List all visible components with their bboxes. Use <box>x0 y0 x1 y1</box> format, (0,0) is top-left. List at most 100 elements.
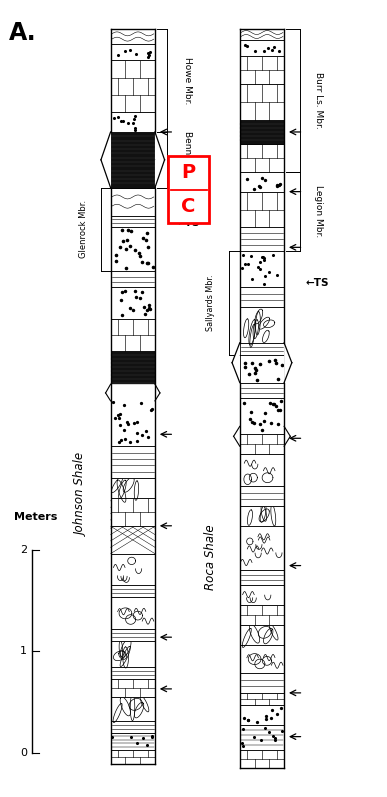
Point <box>145 46 151 59</box>
Point <box>244 172 250 185</box>
Point <box>245 713 251 726</box>
Bar <box>240 486 284 506</box>
Polygon shape <box>101 160 111 187</box>
Point <box>251 417 257 430</box>
Point <box>279 724 285 737</box>
Bar <box>111 732 155 750</box>
Point <box>122 285 128 297</box>
Bar <box>111 187 155 215</box>
Point <box>261 414 267 427</box>
Bar <box>240 645 284 673</box>
Bar <box>111 287 155 319</box>
Text: Johnson Shale: Johnson Shale <box>75 453 88 536</box>
Text: Sallyards Mbr.: Sallyards Mbr. <box>206 275 215 332</box>
Bar <box>240 307 284 343</box>
Point <box>115 48 122 61</box>
Point <box>142 308 148 321</box>
Point <box>263 713 269 725</box>
Point <box>262 721 268 734</box>
Point <box>144 739 151 752</box>
Point <box>242 361 248 374</box>
Text: Legion Mbr.: Legion Mbr. <box>314 186 323 238</box>
Point <box>113 254 119 267</box>
Text: ←TS: ←TS <box>305 278 329 289</box>
Bar <box>240 227 284 251</box>
Text: ←TS: ←TS <box>176 218 200 229</box>
Point <box>273 399 279 412</box>
Point <box>276 404 283 417</box>
Point <box>270 398 276 410</box>
Point <box>118 285 125 298</box>
Point <box>275 403 281 416</box>
Point <box>274 180 280 193</box>
Point <box>120 115 126 128</box>
Bar <box>111 667 155 678</box>
Point <box>259 733 265 746</box>
Point <box>259 172 265 185</box>
Bar <box>111 387 155 398</box>
Point <box>272 731 279 744</box>
Point <box>274 179 281 191</box>
Point <box>132 110 138 123</box>
Point <box>149 730 156 743</box>
Bar <box>240 287 284 307</box>
Point <box>128 731 134 744</box>
Point <box>248 357 255 370</box>
Bar <box>240 626 284 645</box>
Point <box>133 48 139 61</box>
Bar <box>111 720 155 732</box>
Point <box>116 418 123 431</box>
Point <box>272 354 278 367</box>
Point <box>266 354 272 367</box>
Point <box>274 708 280 720</box>
Point <box>275 418 281 430</box>
Polygon shape <box>234 426 240 446</box>
Point <box>144 424 150 437</box>
Point <box>138 397 144 410</box>
Point <box>144 51 151 64</box>
Point <box>265 41 271 54</box>
Point <box>274 373 281 386</box>
Point <box>257 181 263 194</box>
Point <box>262 269 268 282</box>
Bar <box>111 29 155 45</box>
Bar <box>240 383 284 398</box>
Point <box>247 413 253 426</box>
Point <box>241 712 247 724</box>
Bar <box>240 526 284 570</box>
Point <box>118 294 124 307</box>
Text: 2: 2 <box>20 544 27 555</box>
Bar <box>240 606 284 626</box>
Polygon shape <box>284 426 290 446</box>
Point <box>238 261 245 274</box>
Point <box>250 731 257 744</box>
Bar <box>111 586 155 598</box>
Point <box>139 285 145 298</box>
Polygon shape <box>284 343 292 383</box>
Point <box>255 261 261 273</box>
Point <box>111 112 117 124</box>
Point <box>132 291 139 304</box>
Point <box>278 395 284 407</box>
Point <box>125 224 132 237</box>
Point <box>137 249 143 262</box>
Point <box>124 415 130 428</box>
Bar <box>111 478 155 498</box>
Point <box>111 411 118 424</box>
Point <box>245 257 251 270</box>
Bar <box>111 351 155 387</box>
Point <box>256 180 262 193</box>
Bar <box>240 724 284 750</box>
Point <box>139 232 146 245</box>
Point <box>262 174 269 186</box>
Point <box>271 397 277 410</box>
Polygon shape <box>101 132 111 160</box>
Bar <box>240 506 284 526</box>
Bar <box>111 112 155 132</box>
Point <box>260 251 266 264</box>
Point <box>121 424 127 437</box>
Bar <box>111 678 155 697</box>
Point <box>263 709 269 722</box>
Bar <box>240 120 284 144</box>
Point <box>269 704 275 717</box>
